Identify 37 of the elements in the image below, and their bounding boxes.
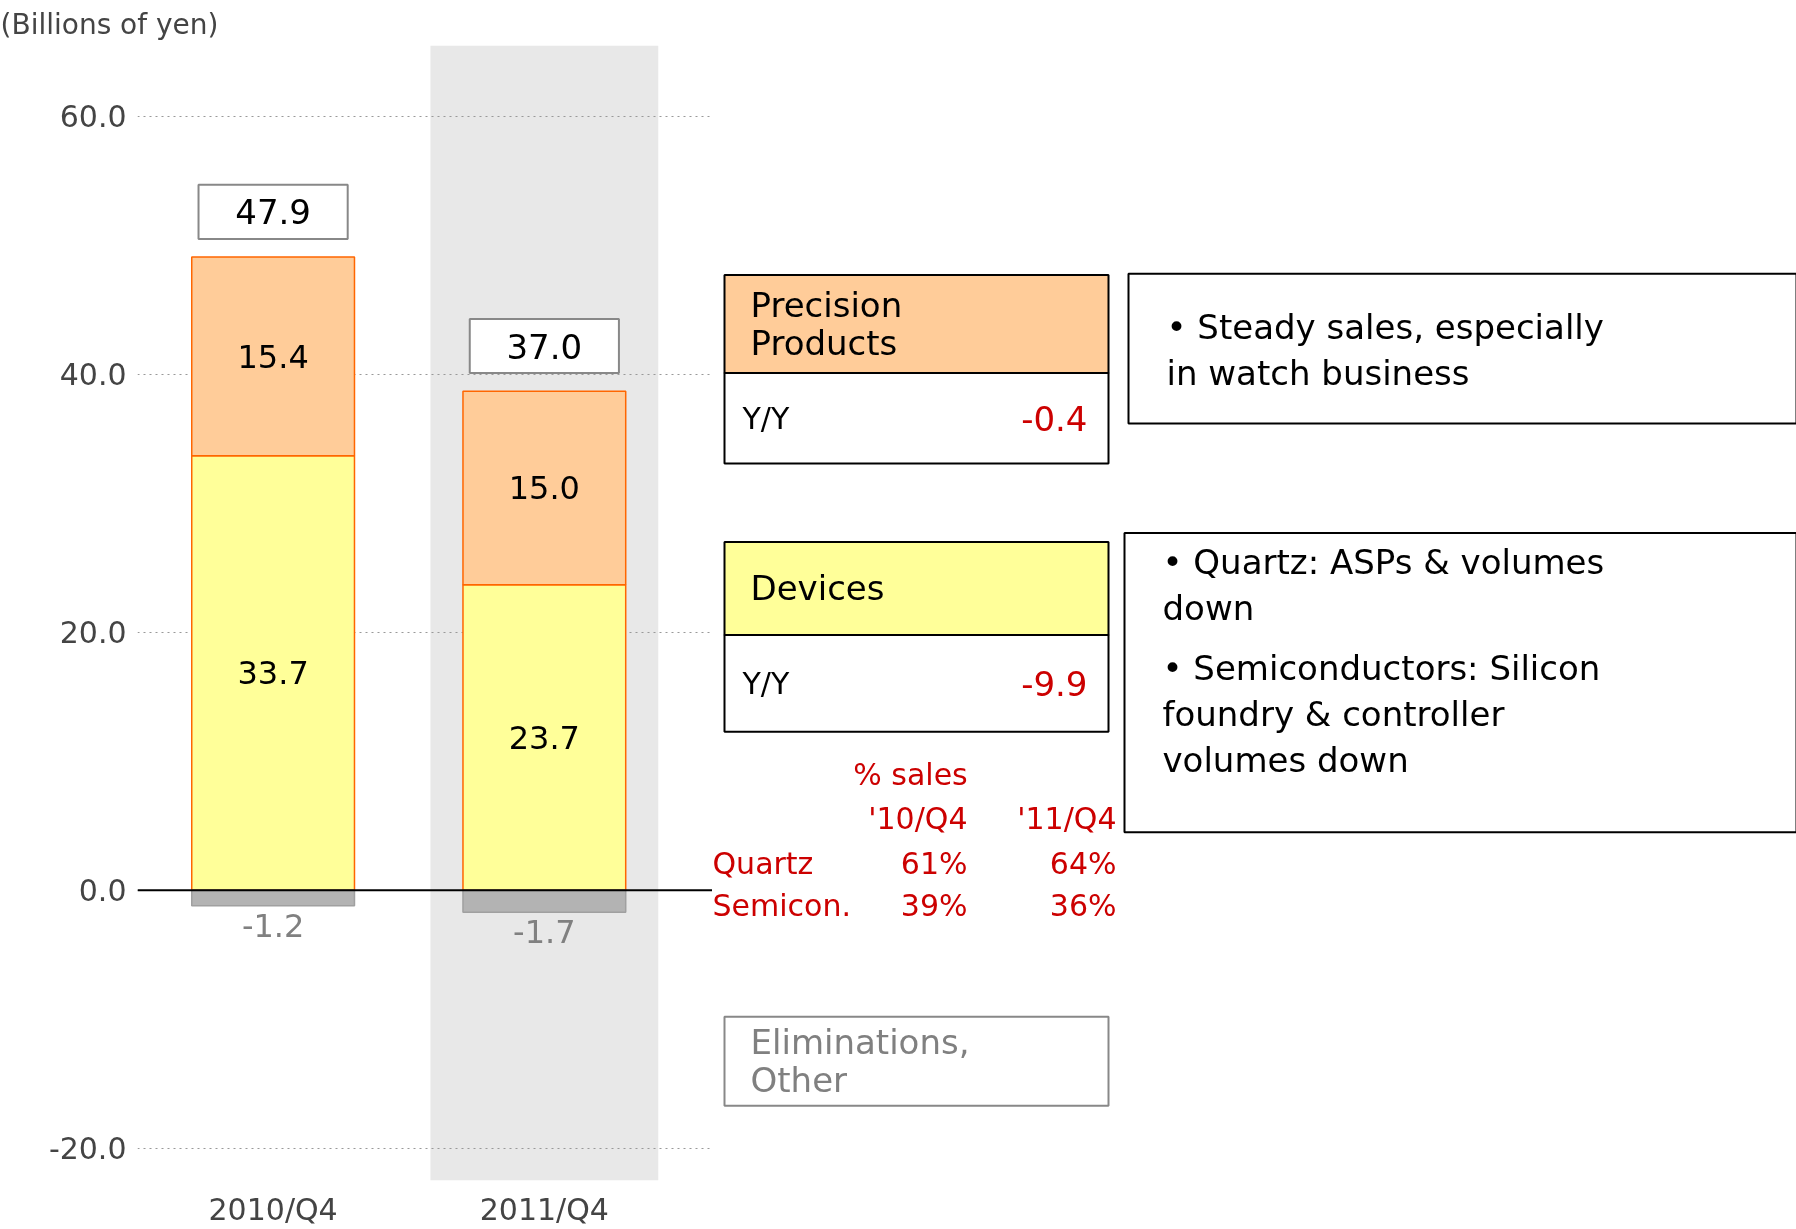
- text: 39%: [900, 888, 968, 924]
- y-axis-title: (Billions of yen): [0, 7, 219, 41]
- data-label: -1.2: [241, 906, 305, 945]
- data-label: 15.0: [508, 469, 580, 508]
- text: '10/Q4: [868, 800, 968, 836]
- y-tick-label: 20.0: [59, 615, 127, 651]
- text: % sales: [853, 756, 968, 792]
- y-tick-label: 60.0: [59, 99, 127, 135]
- annotation: Semicon.: [712, 888, 851, 924]
- x-tick-label: 2010/Q4: [208, 1191, 338, 1227]
- data-label: 23.7: [508, 718, 580, 757]
- text: -0.4: [1021, 398, 1088, 439]
- text: '11/Q4: [1017, 800, 1117, 836]
- x-tick-label: 2011/Q4: [479, 1191, 609, 1227]
- text: • Semiconductors: Silicon foundry & controller volumes down: [1162, 647, 1601, 780]
- text: Y/Y: [741, 666, 790, 702]
- text: Devices: [750, 568, 885, 609]
- text: 61%: [900, 845, 968, 881]
- text: • Steady sales, especially in watch business: [1166, 307, 1604, 394]
- data-label: 33.7: [237, 654, 309, 693]
- data-label: -1.7: [513, 912, 576, 951]
- text: Eliminations, Other: [750, 1022, 970, 1101]
- y-tick-label: 0.0: [78, 873, 127, 909]
- total-label: 47.9: [235, 192, 311, 233]
- y-tick-label: 40.0: [59, 357, 127, 393]
- annotation: Quartz: [712, 845, 814, 881]
- y-tick-label: -20.0: [48, 1131, 127, 1167]
- data-label: 15.4: [237, 337, 309, 376]
- bar: [462, 889, 627, 913]
- bar: [191, 889, 356, 907]
- text: 64%: [1049, 845, 1117, 881]
- text: 36%: [1049, 888, 1117, 924]
- text: Y/Y: [741, 400, 790, 436]
- text: -9.9: [1021, 664, 1088, 705]
- text: Precision Products: [750, 285, 903, 364]
- text: • Quartz: ASPs & volumes down: [1162, 542, 1605, 629]
- total-label: 37.0: [506, 326, 583, 367]
